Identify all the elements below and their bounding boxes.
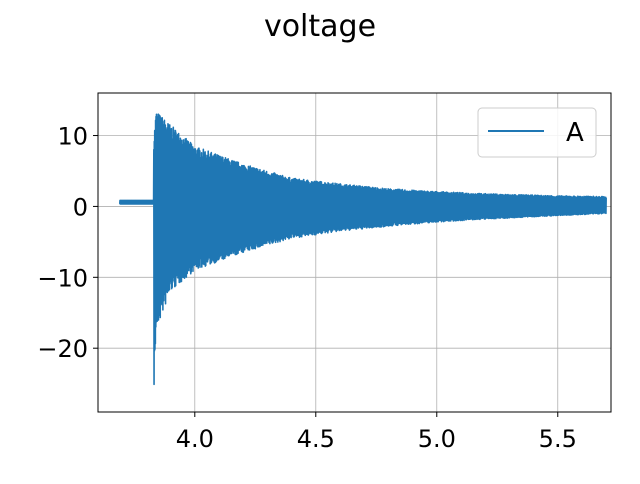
x-tick-label: 4.0	[176, 425, 214, 453]
x-axis-ticks: 4.0 4.5 5.0 5.5	[176, 412, 577, 453]
legend-box	[477, 107, 597, 158]
legend-label-A: A	[566, 118, 584, 148]
series-line-A	[118, 113, 607, 386]
y-axis-ticks: 10 0 −10 −20	[37, 123, 98, 363]
y-tick-label: −20	[37, 335, 88, 363]
x-tick-label: 5.5	[539, 425, 577, 453]
plot-area	[118, 113, 607, 386]
axes-frame	[97, 92, 612, 413]
y-tick-label: −10	[37, 264, 88, 292]
x-tick-label: 4.5	[297, 425, 335, 453]
chart-title: voltage	[264, 9, 376, 44]
y-tick-label: 0	[73, 193, 88, 221]
x-tick-label: 5.0	[418, 425, 456, 453]
legend: A	[477, 107, 597, 158]
y-tick-label: 10	[57, 123, 88, 151]
series-layer	[118, 113, 607, 386]
